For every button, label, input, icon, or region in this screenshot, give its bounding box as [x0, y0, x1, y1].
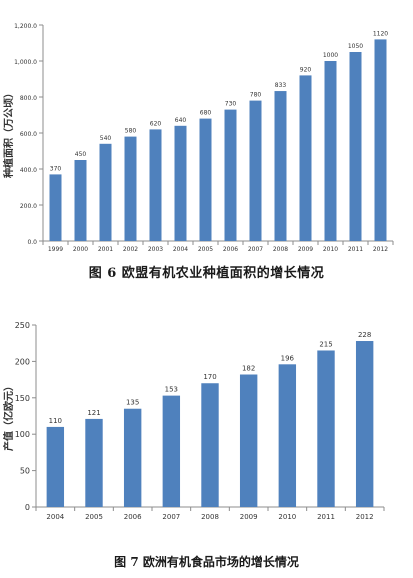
chart2-category-label: 2007: [162, 513, 180, 521]
chart2-bar: [85, 418, 103, 507]
chart1-data-label: 450: [75, 151, 87, 158]
chart1-bar: [224, 109, 237, 241]
chart2-category-label: 2008: [201, 513, 219, 521]
chart1-data-label: 730: [225, 101, 237, 108]
chart2-data-label: 153: [165, 386, 178, 394]
chart1-y-tick-label: 800.0: [20, 95, 37, 102]
chart2-bar: [46, 426, 65, 507]
chart1-data-label: 370: [50, 165, 62, 172]
chart2-data-label: 121: [87, 409, 100, 417]
chart1-data-label: 540: [100, 135, 112, 142]
chart2-data-label: 196: [281, 354, 295, 362]
chart2-category-label: 2011: [317, 513, 335, 521]
chart2-data-label: 110: [49, 417, 62, 425]
chart2-y-tick-label: 100: [15, 430, 30, 439]
chart1-data-label: 580: [125, 128, 137, 135]
chart1-bar: [349, 52, 362, 241]
chart1-data-label: 833: [275, 82, 287, 89]
chart1-y-tick-label: 1,200.0: [14, 23, 37, 30]
chart1-bar: [99, 143, 112, 241]
chart2-y-tick-label: 250: [15, 321, 30, 330]
chart1-category-label: 2001: [98, 246, 113, 253]
chart2-data-label: 215: [319, 340, 332, 348]
chart2-bar: [278, 364, 297, 507]
chart2-data-label: 228: [358, 331, 371, 339]
chart1-data-label: 640: [175, 117, 187, 124]
chart1-category-label: 2009: [298, 246, 313, 253]
chart1-y-tick-label: 600.0: [20, 131, 37, 138]
chart2-bar: [201, 383, 219, 507]
chart2-category-label: 2012: [356, 513, 374, 521]
chart1-category-label: 2008: [273, 246, 288, 253]
chart1-category-label: 2007: [248, 246, 263, 253]
chart1-bar: [124, 136, 137, 241]
chart1-data-label: 680: [200, 110, 212, 117]
chart1-category-label: 2012: [373, 246, 388, 253]
chart1-bar: [74, 160, 87, 241]
chart-eu-organic-market-title: 图 7 欧洲有机食品市场的增长情况: [114, 555, 299, 569]
chart1-bar: [149, 129, 162, 241]
chart2-bar: [355, 341, 374, 507]
chart1-data-label: 1120: [373, 30, 388, 37]
chart1-bar: [249, 100, 262, 241]
chart1-y-tick-label: 400.0: [20, 167, 37, 174]
chart-eu-organic-area: 0.0 200.0 400.0 600.0 800.0 1,000.0 1,200.0 370…: [2, 23, 394, 281]
chart1-data-label: 780: [250, 92, 262, 99]
chart2-category-label: 2006: [124, 513, 142, 521]
chart2-y-tick-label: 200: [15, 357, 30, 366]
chart2-bar: [239, 374, 258, 507]
chart1-category-label: 2003: [148, 246, 163, 253]
chart1-bar: [324, 61, 337, 241]
chart2-data-label: 135: [126, 399, 139, 407]
chart2-bar: [123, 408, 142, 507]
chart1-category-label: 1999: [48, 246, 63, 253]
chart1-data-label: 920: [300, 66, 312, 73]
chart2-category-label: 2010: [278, 513, 296, 521]
chart1-category-label: 2000: [73, 246, 88, 253]
chart2-data-label: 182: [242, 365, 255, 373]
chart2-y-tick-label: 150: [15, 394, 30, 403]
chart1-category-label: 2005: [198, 246, 213, 253]
chart2-y-tick-label: 50: [20, 467, 30, 476]
chart1-data-label: 620: [150, 120, 162, 127]
chart1-category-label: 2002: [123, 246, 138, 253]
chart-eu-organic-area-plot: 0.0 200.0 400.0 600.0 800.0 1,000.0 1,200.0 370…: [2, 23, 394, 253]
chart1-bar: [199, 118, 212, 241]
chart1-y-tick-label: 1,000.0: [14, 59, 37, 66]
chart-eu-organic-area-title: 图 6 欧盟有机农业种植面积的增长情况: [88, 266, 325, 281]
chart2-category-label: 2009: [240, 513, 258, 521]
chart1-category-label: 2006: [223, 246, 238, 253]
chart1-bar: [274, 91, 287, 241]
chart1-data-label: 1000: [323, 52, 338, 59]
chart1-bar: [374, 39, 387, 242]
chart1-category-label: 2010: [323, 246, 338, 253]
chart2-bar: [162, 395, 181, 507]
chart2-category-label: 2005: [85, 513, 103, 521]
chart1-bar: [49, 174, 62, 241]
chart1-bar: [174, 125, 187, 241]
chart2-bar: [317, 350, 335, 507]
chart2-y-tick-label: 0: [25, 503, 30, 512]
chart2-y-axis-label: 产值（亿欧元）: [2, 381, 15, 451]
chart1-bar: [299, 75, 312, 242]
chart-eu-organic-market-plot: 0 50 100 150 200 250 110 2004 121 2005 135 2006 153 2…: [2, 321, 385, 521]
chart-eu-organic-market: 0 50 100 150 200 250 110 2004 121 2005 135 2006 153 2…: [0, 318, 413, 578]
chart2-category-label: 2004: [46, 513, 64, 521]
chart1-category-label: 2011: [348, 246, 363, 253]
chart1-category-label: 2004: [173, 246, 188, 253]
chart2-data-label: 170: [203, 373, 216, 381]
chart1-y-tick-label: 0.0: [27, 239, 37, 246]
chart1-data-label: 1050: [348, 43, 363, 50]
chart1-y-tick-label: 200.0: [20, 203, 37, 210]
chart1-y-axis-label: 种植面积（万公顷）: [2, 88, 15, 179]
